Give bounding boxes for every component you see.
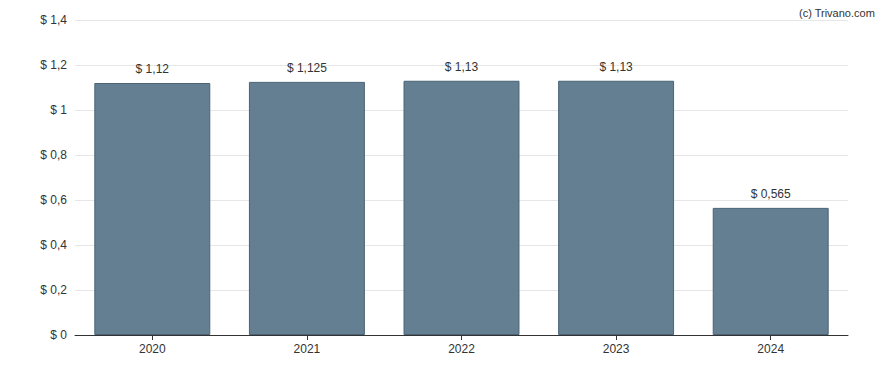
svg-text:2021: 2021 xyxy=(294,342,321,356)
svg-text:2023: 2023 xyxy=(603,342,630,356)
svg-text:$ 0,4: $ 0,4 xyxy=(40,238,67,252)
svg-text:$ 0,2: $ 0,2 xyxy=(40,283,67,297)
svg-text:$ 1,13: $ 1,13 xyxy=(599,60,633,74)
svg-text:(c) Trivano.com: (c) Trivano.com xyxy=(799,7,875,19)
svg-text:$ 1,13: $ 1,13 xyxy=(445,60,479,74)
svg-text:2024: 2024 xyxy=(757,342,784,356)
svg-text:2022: 2022 xyxy=(448,342,475,356)
svg-text:$ 1,4: $ 1,4 xyxy=(40,13,67,27)
svg-text:$ 0,565: $ 0,565 xyxy=(751,187,791,201)
svg-text:$ 0: $ 0 xyxy=(50,328,67,342)
svg-text:$ 1: $ 1 xyxy=(50,103,67,117)
svg-text:$ 1,12: $ 1,12 xyxy=(136,62,170,76)
svg-text:$ 1,125: $ 1,125 xyxy=(287,61,327,75)
svg-text:2020: 2020 xyxy=(139,342,166,356)
svg-text:$ 1,2: $ 1,2 xyxy=(40,58,67,72)
svg-text:$ 0,8: $ 0,8 xyxy=(40,148,67,162)
svg-text:$ 0,6: $ 0,6 xyxy=(40,193,67,207)
